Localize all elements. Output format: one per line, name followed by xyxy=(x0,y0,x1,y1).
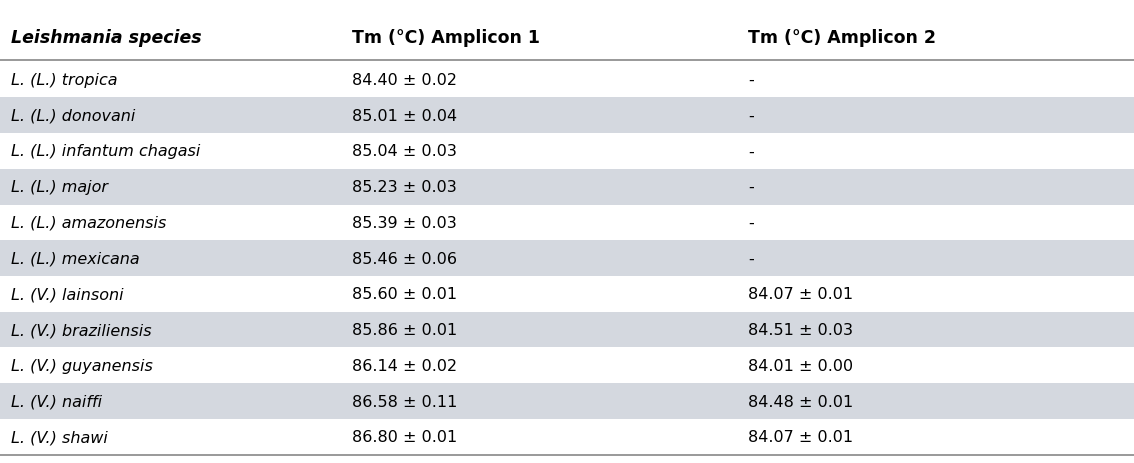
Text: 86.14 ± 0.02: 86.14 ± 0.02 xyxy=(352,358,457,373)
Text: L. (L.) amazonensis: L. (L.) amazonensis xyxy=(11,215,167,231)
Text: -: - xyxy=(748,144,754,159)
Text: 86.80 ± 0.01: 86.80 ± 0.01 xyxy=(352,429,457,444)
Text: 84.51 ± 0.03: 84.51 ± 0.03 xyxy=(748,322,854,338)
Text: L. (V.) shawi: L. (V.) shawi xyxy=(11,429,108,444)
Text: 84.01 ± 0.00: 84.01 ± 0.00 xyxy=(748,358,854,373)
Text: L. (L.) tropica: L. (L.) tropica xyxy=(11,73,118,88)
Text: -: - xyxy=(748,73,754,88)
Text: L. (V.) lainsoni: L. (V.) lainsoni xyxy=(11,287,124,302)
Text: L. (L.) mexicana: L. (L.) mexicana xyxy=(11,251,139,266)
Text: 85.01 ± 0.04: 85.01 ± 0.04 xyxy=(352,108,457,124)
Text: L. (L.) major: L. (L.) major xyxy=(11,180,109,195)
Text: 85.39 ± 0.03: 85.39 ± 0.03 xyxy=(352,215,456,231)
Text: 85.23 ± 0.03: 85.23 ± 0.03 xyxy=(352,180,456,195)
Text: L. (V.) guyanensis: L. (V.) guyanensis xyxy=(11,358,153,373)
Text: Tm (°C) Amplicon 2: Tm (°C) Amplicon 2 xyxy=(748,29,937,47)
Text: L. (L.) infantum chagasi: L. (L.) infantum chagasi xyxy=(11,144,201,159)
Text: 84.07 ± 0.01: 84.07 ± 0.01 xyxy=(748,287,854,302)
Text: 84.07 ± 0.01: 84.07 ± 0.01 xyxy=(748,429,854,444)
Bar xyxy=(0,169,1134,205)
Text: Tm (°C) Amplicon 1: Tm (°C) Amplicon 1 xyxy=(352,29,540,47)
Text: L. (V.) braziliensis: L. (V.) braziliensis xyxy=(11,322,152,338)
Bar xyxy=(0,241,1134,276)
Text: Leishmania species: Leishmania species xyxy=(11,29,202,47)
Text: 84.48 ± 0.01: 84.48 ± 0.01 xyxy=(748,394,854,409)
Text: 85.60 ± 0.01: 85.60 ± 0.01 xyxy=(352,287,457,302)
Text: L. (V.) naiffi: L. (V.) naiffi xyxy=(11,394,102,409)
Text: -: - xyxy=(748,215,754,231)
Text: L. (L.) donovani: L. (L.) donovani xyxy=(11,108,136,124)
Text: 84.40 ± 0.02: 84.40 ± 0.02 xyxy=(352,73,457,88)
Bar xyxy=(0,312,1134,348)
Text: -: - xyxy=(748,180,754,195)
Text: 86.58 ± 0.11: 86.58 ± 0.11 xyxy=(352,394,457,409)
Text: 85.04 ± 0.03: 85.04 ± 0.03 xyxy=(352,144,456,159)
Text: 85.86 ± 0.01: 85.86 ± 0.01 xyxy=(352,322,457,338)
Bar xyxy=(0,383,1134,419)
Bar xyxy=(0,98,1134,134)
Text: 85.46 ± 0.06: 85.46 ± 0.06 xyxy=(352,251,457,266)
Text: -: - xyxy=(748,108,754,124)
Text: -: - xyxy=(748,251,754,266)
